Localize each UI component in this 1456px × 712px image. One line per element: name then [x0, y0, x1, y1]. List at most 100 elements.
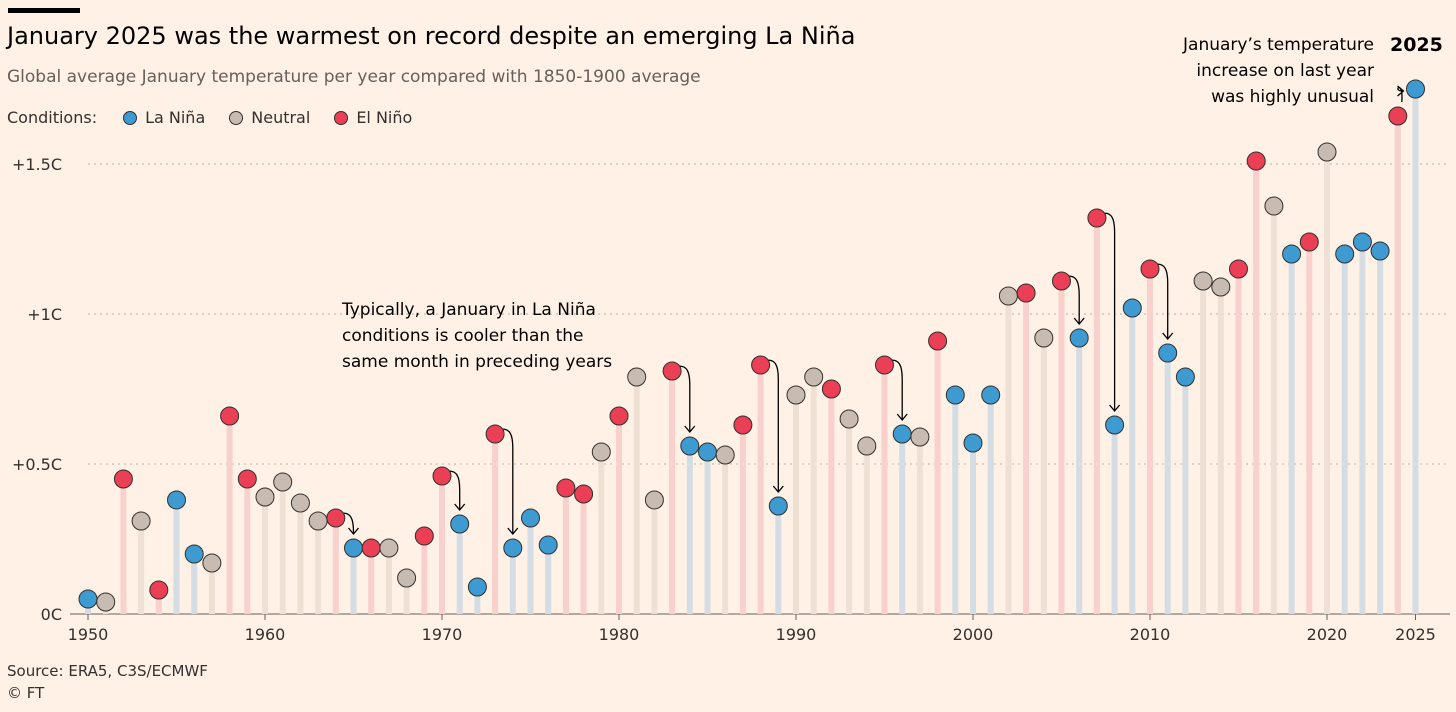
- data-point: [308, 511, 328, 531]
- source-note: Source: ERA5, C3S/ECMWF: [7, 662, 208, 680]
- arrow-head: [454, 503, 466, 512]
- data-point: [1105, 415, 1125, 435]
- data-point: [945, 385, 965, 405]
- y-tick-label: +0.5C: [12, 455, 62, 474]
- annotation-highlight-year: 2025: [1390, 34, 1443, 56]
- x-tick-label: 2010: [1130, 625, 1171, 644]
- data-point: [768, 496, 788, 516]
- data-point: [538, 535, 558, 555]
- data-point: [78, 589, 98, 609]
- data-point: [1317, 142, 1337, 162]
- x-axis-ticks: 1950 1960 1970 1980 1990 2000 2010 2020 2025: [68, 614, 1436, 644]
- data-point: [875, 355, 894, 375]
- legend-text-el-nino: El Niño: [356, 108, 413, 127]
- legend-swatch-neutral: [229, 110, 244, 125]
- x-tick-label: 1950: [68, 625, 109, 644]
- data-point: [1406, 79, 1425, 99]
- data-point: [981, 385, 1001, 405]
- arrow-line: [1098, 212, 1116, 411]
- data-point: [326, 508, 346, 528]
- brand-bar: [8, 8, 80, 13]
- data-point: [1069, 328, 1089, 348]
- arrow-head: [348, 527, 359, 536]
- data-point: [1388, 106, 1408, 126]
- legend-text-la-nina: La Niña: [145, 108, 206, 127]
- data-point: [1299, 232, 1319, 252]
- arrow-head: [896, 413, 908, 422]
- data-point: [1140, 259, 1160, 279]
- legend-text-neutral: Neutral: [251, 108, 311, 127]
- data-point: [1352, 232, 1372, 252]
- data-point: [998, 286, 1018, 306]
- data-point: [414, 526, 434, 546]
- data-point: [892, 424, 912, 444]
- data-point: [715, 445, 735, 465]
- data-point: [556, 478, 576, 498]
- arrow-head: [1073, 317, 1085, 326]
- data-point: [379, 538, 399, 558]
- data-point: [574, 484, 594, 504]
- annotation-unusual-line-1: January’s temperature: [1182, 35, 1374, 55]
- data-point: [1158, 343, 1178, 363]
- x-tick-label: 2025: [1395, 625, 1436, 644]
- data-point: [450, 514, 470, 534]
- data-point: [627, 367, 647, 387]
- grid-lines: [88, 163, 1450, 465]
- x-tick-label: 2000: [953, 625, 994, 644]
- data-point: [733, 415, 753, 435]
- data-point: [273, 472, 293, 492]
- chart-subtitle: Global average January temperature per y…: [7, 67, 701, 87]
- annotations: Typically, a January in La Niña conditio…: [341, 34, 1443, 372]
- annotation-typical-line-3: same month in preceding years: [342, 352, 612, 372]
- data-point: [96, 592, 116, 612]
- data-point: [662, 361, 682, 381]
- data-point: [1246, 151, 1266, 171]
- data-point: [167, 490, 186, 510]
- arrow-line: [762, 359, 779, 492]
- data-points: [78, 79, 1425, 612]
- legend-item-neutral: Neutral: [229, 108, 310, 127]
- legend: Conditions: La Niña Neutral El Niño: [7, 108, 436, 127]
- data-point: [113, 469, 133, 489]
- data-point: [290, 493, 310, 513]
- data-point: [1087, 208, 1107, 228]
- arrow-head: [1397, 85, 1405, 97]
- arrow-line: [496, 428, 514, 534]
- y-tick-label: 0C: [41, 605, 62, 624]
- y-axis-labels: 0C +0.5C +1C +1.5C: [12, 155, 62, 624]
- data-point: [1335, 244, 1355, 264]
- data-point: [131, 511, 151, 531]
- legend-label: Conditions:: [7, 108, 98, 127]
- x-tick-label: 1970: [422, 625, 463, 644]
- y-tick-label: +1C: [27, 305, 62, 324]
- arrow-head: [1162, 332, 1174, 341]
- copyright-note: © FT: [7, 684, 45, 702]
- arrow-head: [772, 485, 784, 494]
- data-point: [1193, 271, 1213, 291]
- chart-title: January 2025 was the warmest on record d…: [7, 22, 856, 50]
- arrow-head: [507, 527, 519, 536]
- data-point: [928, 331, 948, 351]
- arrow-head: [684, 425, 696, 434]
- data-point: [1229, 259, 1248, 279]
- data-point: [1016, 283, 1036, 303]
- legend-swatch-el-nino: [334, 110, 349, 125]
- x-tick-label: 1980: [599, 625, 640, 644]
- data-point: [485, 424, 505, 444]
- y-tick-label: +1.5C: [12, 155, 62, 174]
- data-point: [821, 379, 841, 399]
- data-point: [397, 568, 417, 588]
- data-point: [609, 406, 629, 426]
- data-point: [1211, 277, 1231, 297]
- data-point: [255, 487, 275, 507]
- data-point: [1264, 196, 1284, 216]
- legend-item-la-nina: La Niña: [123, 108, 205, 127]
- data-point: [786, 385, 806, 405]
- data-point: [963, 433, 983, 453]
- data-point: [344, 538, 363, 558]
- data-point: [202, 553, 222, 573]
- annotation-unusual-line-3: was highly unusual: [1211, 87, 1374, 107]
- data-point: [591, 442, 611, 462]
- x-tick-label: 1960: [245, 625, 286, 644]
